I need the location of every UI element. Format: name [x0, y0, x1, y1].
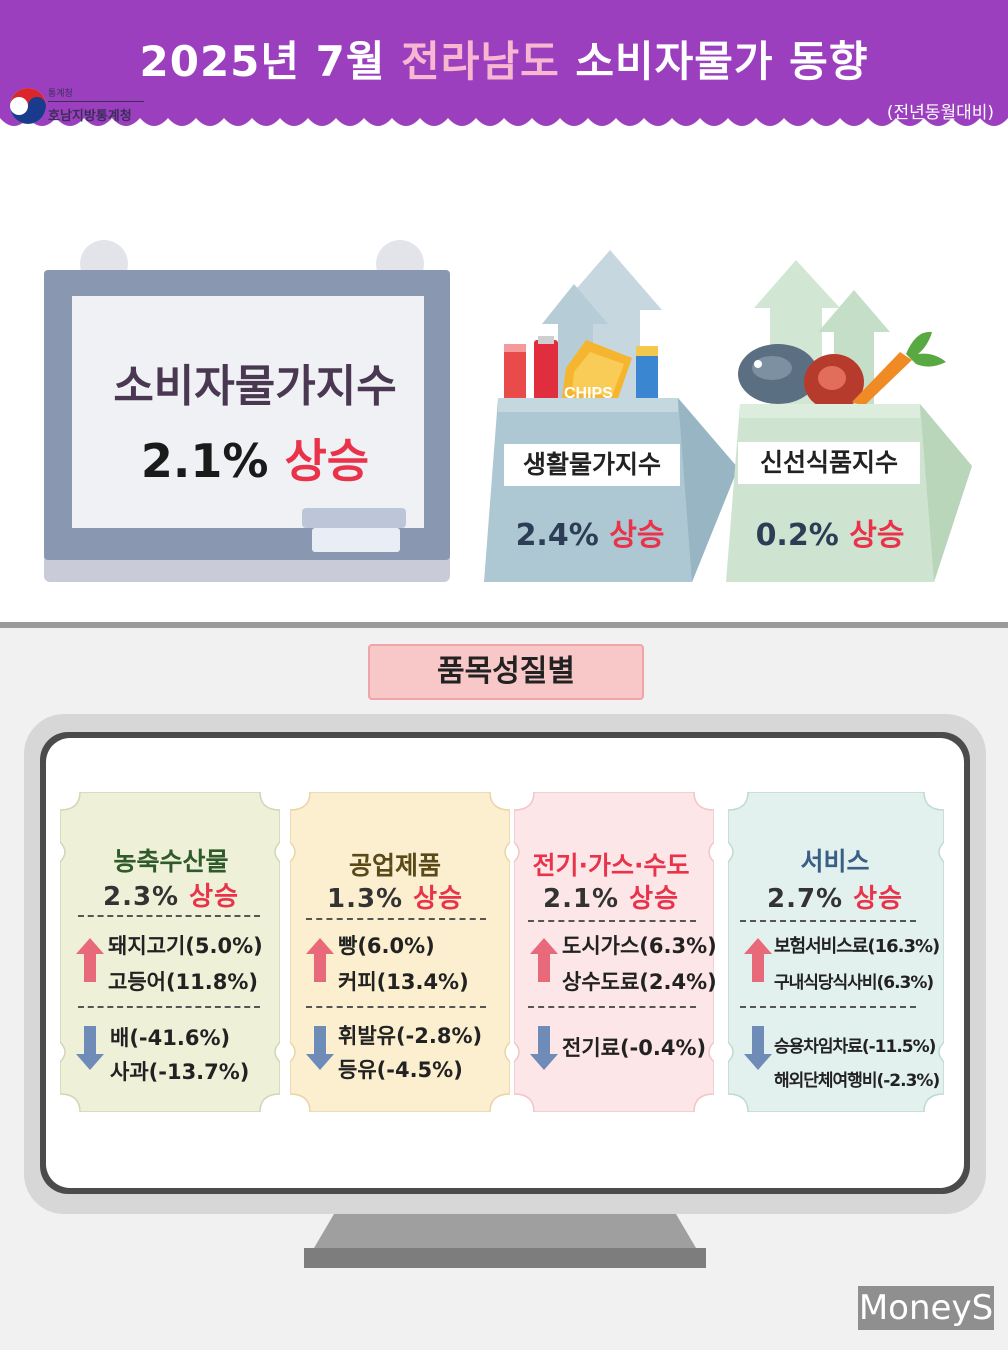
page-subtitle: (전년동월대비): [886, 103, 994, 123]
up-arrow-icon: [76, 938, 104, 982]
down-arrow-icon: [530, 1026, 558, 1070]
up-item: 도시가스(6.3%): [562, 934, 717, 958]
down-item: 전기료(-0.4%): [562, 1036, 707, 1060]
ticket-agri-background: [60, 792, 280, 1112]
down-item: 사과(-13.7%): [110, 1060, 250, 1084]
watermark-logo: MoneyS: [858, 1286, 994, 1330]
living-index-label: 생활물가지수: [504, 444, 680, 486]
down-arrow-icon: [306, 1026, 334, 1070]
divider: [78, 915, 260, 917]
up-item: 상수도료(2.4%): [562, 970, 717, 994]
down-item: 승용차임차료(-11.5%): [774, 1037, 936, 1057]
down-item: 해외단체여행비(-2.3%): [774, 1071, 940, 1091]
up-arrow-icon: [306, 938, 334, 982]
category-title-industrial: 공업제품: [348, 851, 441, 880]
divider: [78, 1006, 260, 1008]
category-value-industrial: 1.3% 상승: [326, 884, 463, 914]
up-item: 커피(13.4%): [338, 970, 469, 994]
living-index-value: 2.4% 상승: [515, 518, 665, 553]
ticket-industrial-background: [290, 792, 510, 1112]
government-emblem-icon: [10, 88, 46, 124]
divider: [306, 1006, 486, 1008]
up-arrow-icon: [530, 938, 558, 982]
category-value-agri: 2.3% 상승: [102, 882, 239, 912]
category-title-service: 서비스: [800, 847, 870, 876]
divider: [528, 920, 696, 922]
down-arrow-icon: [744, 1026, 772, 1070]
page-title: 2025년 7월 전라남도 소비자물가 동향: [139, 37, 869, 86]
logo-agency-name: 호남지방통계청: [48, 101, 144, 124]
logo-agency-small: 통계청: [48, 89, 73, 99]
down-arrow-icon: [76, 1026, 104, 1070]
divider: [740, 920, 916, 922]
category-title-agri: 농축수산물: [113, 847, 229, 876]
down-item: 등유(-4.5%): [338, 1058, 463, 1082]
whiteboard-illustration: [44, 240, 450, 582]
category-value-service: 2.7% 상승: [766, 884, 903, 914]
up-item: 빵(6.0%): [338, 934, 435, 958]
ticket-utility-background: [514, 792, 714, 1112]
header-banner: [0, 0, 1008, 126]
down-item: 배(-41.6%): [110, 1026, 231, 1050]
up-item: 구내식당식사비(6.3%): [774, 973, 934, 993]
ticket-service-background: [728, 792, 944, 1112]
divider: [740, 1006, 916, 1008]
category-value-utility: 2.1% 상승: [542, 884, 679, 914]
fresh-index-label: 신선식품지수: [738, 442, 920, 484]
down-item: 휘발유(-2.8%): [338, 1024, 483, 1048]
up-item: 고등어(11.8%): [108, 970, 259, 994]
divider: [528, 1006, 696, 1008]
up-item: 보험서비스료(16.3%): [774, 936, 940, 957]
chips-text: CHIPS: [564, 385, 613, 402]
cpi-label: 소비자물가지수: [113, 361, 397, 412]
category-title-utility: 전기·가스·수도: [532, 851, 690, 880]
up-item: 돼지고기(5.0%): [108, 934, 263, 958]
cpi-value: 2.1% 상승: [140, 434, 370, 488]
divider: [306, 918, 486, 920]
up-arrow-icon: [744, 938, 772, 982]
fresh-index-value: 0.2% 상승: [755, 518, 905, 553]
section-title: 품목성질별: [368, 644, 644, 700]
